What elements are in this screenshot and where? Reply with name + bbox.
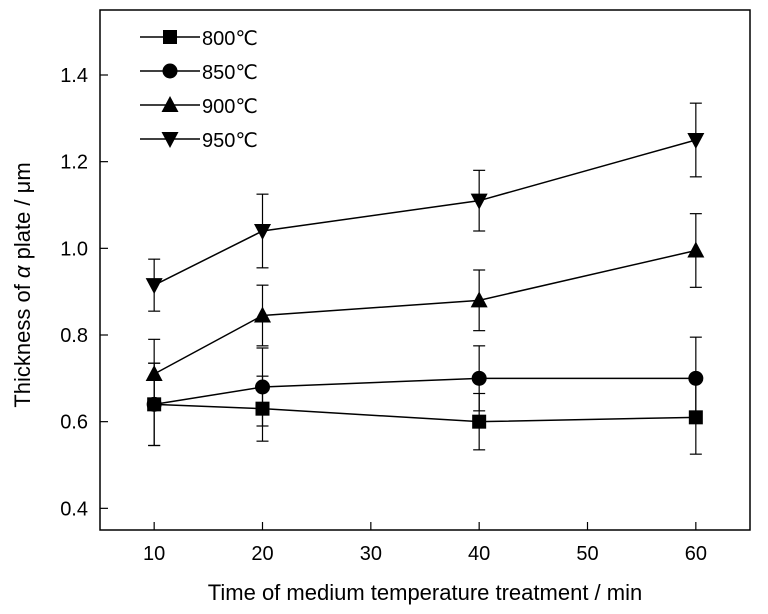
y-tick-label: 0.6 xyxy=(60,412,88,434)
legend-label: 900℃ xyxy=(202,96,258,118)
data-point xyxy=(472,414,487,429)
y-axis-title-part: Thickness of xyxy=(10,278,35,408)
y-axis-title-part: plate / μm xyxy=(10,162,35,265)
data-point xyxy=(687,241,705,258)
legend-marker xyxy=(163,30,177,44)
data-point xyxy=(470,193,488,210)
legend-item: 850℃ xyxy=(140,62,258,84)
series-line xyxy=(153,139,697,286)
y-axis-title: Thickness of α plate / μm xyxy=(10,162,35,407)
y-tick-label: 1.4 xyxy=(60,65,88,87)
data-point xyxy=(255,379,270,395)
legend-marker xyxy=(161,96,179,112)
data-point xyxy=(254,306,271,323)
data-point xyxy=(254,224,271,240)
y-tick-label: 1.2 xyxy=(60,152,88,174)
plot-frame xyxy=(99,9,751,531)
series-triangle-up xyxy=(145,213,705,410)
plot-border xyxy=(99,9,751,531)
y-tick-label: 0.4 xyxy=(60,498,88,520)
data-point xyxy=(145,278,163,295)
data-point xyxy=(145,365,163,381)
series-line xyxy=(154,377,696,406)
series-line xyxy=(153,249,697,375)
y-tick-label: 0.8 xyxy=(60,325,88,347)
data-point xyxy=(687,133,705,149)
legend-label: 850℃ xyxy=(202,62,258,84)
axis-ticks: 10 20 30 40 50 60 0.4 0.6 0.8 1.0 1.2 1.4 xyxy=(60,65,707,565)
legend: 800℃ 850℃ 900℃ 950℃ xyxy=(140,28,258,152)
legend-item: 800℃ xyxy=(140,28,258,50)
y-tick-label: 1.0 xyxy=(60,238,88,260)
data-point xyxy=(471,370,487,386)
x-axis-title: Time of medium temperature treatment / m… xyxy=(208,580,642,605)
y-axis-title-alpha: α xyxy=(10,264,35,278)
data-series xyxy=(145,102,705,455)
legend-marker xyxy=(161,132,179,148)
series-square xyxy=(147,362,703,455)
legend-label: 800℃ xyxy=(202,28,258,50)
series-line xyxy=(154,403,696,423)
data-point xyxy=(688,370,704,386)
legend-item: 900℃ xyxy=(140,96,258,118)
x-tick-label: 50 xyxy=(576,543,598,565)
x-tick-label: 20 xyxy=(251,543,273,565)
x-tick-label: 10 xyxy=(143,543,165,565)
legend-marker xyxy=(162,63,178,79)
x-tick-label: 30 xyxy=(360,543,382,565)
x-tick-label: 60 xyxy=(685,543,707,565)
legend-item: 950℃ xyxy=(140,130,258,152)
legend-label: 950℃ xyxy=(202,130,258,152)
series-circle xyxy=(146,336,704,447)
data-point xyxy=(470,291,488,308)
x-tick-label: 40 xyxy=(468,543,490,565)
series-triangle-down xyxy=(145,102,705,312)
